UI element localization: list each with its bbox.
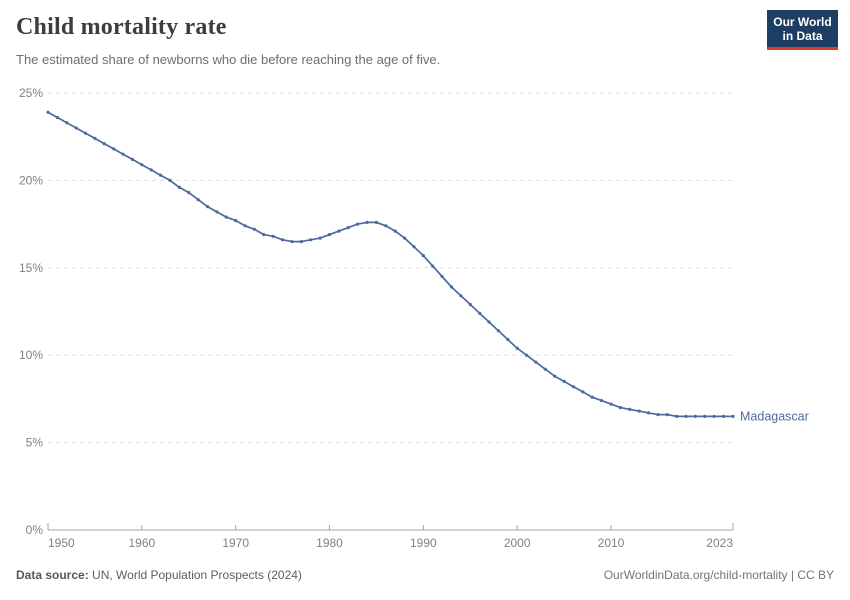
footer-link[interactable]: OurWorldinData.org/child-mortality | CC … [603, 568, 834, 582]
x-axis [47, 523, 734, 531]
chart-footer: Data source: UN, World Population Prospe… [16, 568, 834, 582]
chart-subtitle: The estimated share of newborns who die … [16, 52, 441, 67]
y-tick-label: 10% [19, 348, 43, 362]
x-tick-label: 2010 [598, 536, 625, 550]
data-source-note: Data source: UN, World Population Prospe… [16, 568, 302, 582]
owid-logo-line1: Our World [773, 15, 832, 29]
x-tick-label: 1950 [48, 536, 75, 550]
y-tick-label: 0% [26, 523, 44, 537]
y-tick-label: 25% [19, 86, 43, 100]
y-tick-label: 20% [19, 173, 43, 187]
x-tick-label: 1980 [316, 536, 343, 550]
line-chart-canvas: 0% 5% 10% 15% 20% 25% 1950 1960 1970 1980 1990 2000… [19, 86, 809, 550]
series-markers-madagascar [46, 110, 735, 418]
x-tick-label: 1990 [410, 536, 437, 550]
owid-logo[interactable]: Our World in Data [767, 10, 838, 50]
x-tick-label: 2000 [504, 536, 531, 550]
x-tick-label: 2023 [706, 536, 733, 550]
entity-label-madagascar[interactable]: Madagascar [740, 409, 809, 423]
y-tick-label: 15% [19, 261, 43, 275]
owid-logo-line2: in Data [782, 29, 823, 43]
x-tick-label: 1960 [128, 536, 155, 550]
x-tick-labels: 1950 1960 1970 1980 1990 2000 2010 2023 [48, 525, 733, 550]
data-source-label: Data source: [16, 568, 89, 582]
series-line-madagascar[interactable] [47, 111, 734, 418]
page-title: Child mortality rate [16, 14, 227, 40]
y-tick-label: 5% [26, 436, 44, 450]
y-gridlines [48, 92, 733, 444]
x-tick-label: 1970 [222, 536, 249, 550]
data-source-text: UN, World Population Prospects (2024) [88, 568, 302, 582]
